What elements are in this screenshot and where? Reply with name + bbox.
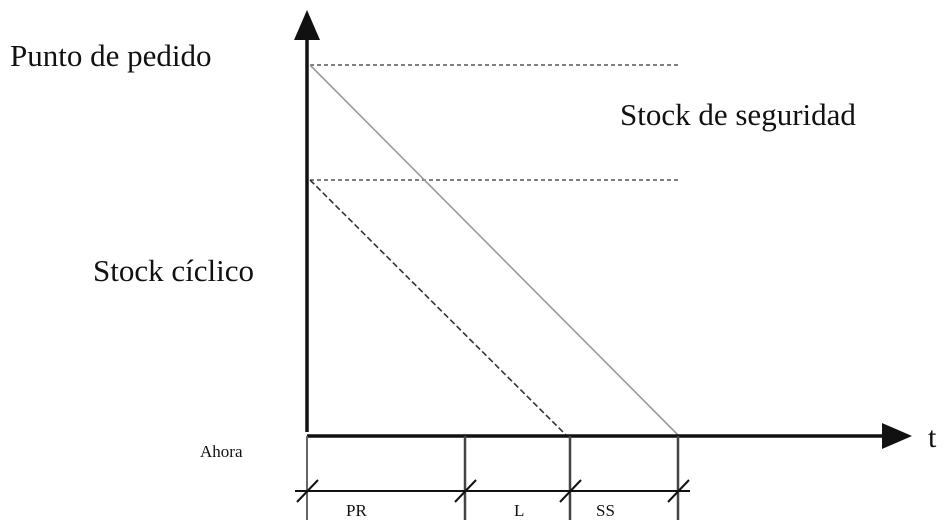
dimension-tick-start <box>296 479 319 503</box>
cycle-stock-label: Stock cíclico <box>93 253 254 288</box>
cycle-stock-depletion-line <box>309 179 567 436</box>
total-stock-depletion-line <box>309 64 679 436</box>
dimension-tick-l-ss <box>559 479 582 503</box>
y-axis-arrowhead <box>294 10 320 40</box>
segment-ss-label: SS <box>596 501 615 520</box>
time-axis-label: t <box>928 421 937 454</box>
dimension-tick-pr-l <box>454 479 477 503</box>
dimension-tick-end <box>667 479 690 503</box>
time-axis-arrowhead <box>882 423 912 449</box>
reorder-point-label: Punto de pedido <box>10 38 212 73</box>
segment-pr-label: PR <box>346 501 367 520</box>
now-label: Ahora <box>200 442 243 461</box>
segment-l-label: L <box>514 501 524 520</box>
safety-stock-label: Stock de seguridad <box>620 97 856 132</box>
